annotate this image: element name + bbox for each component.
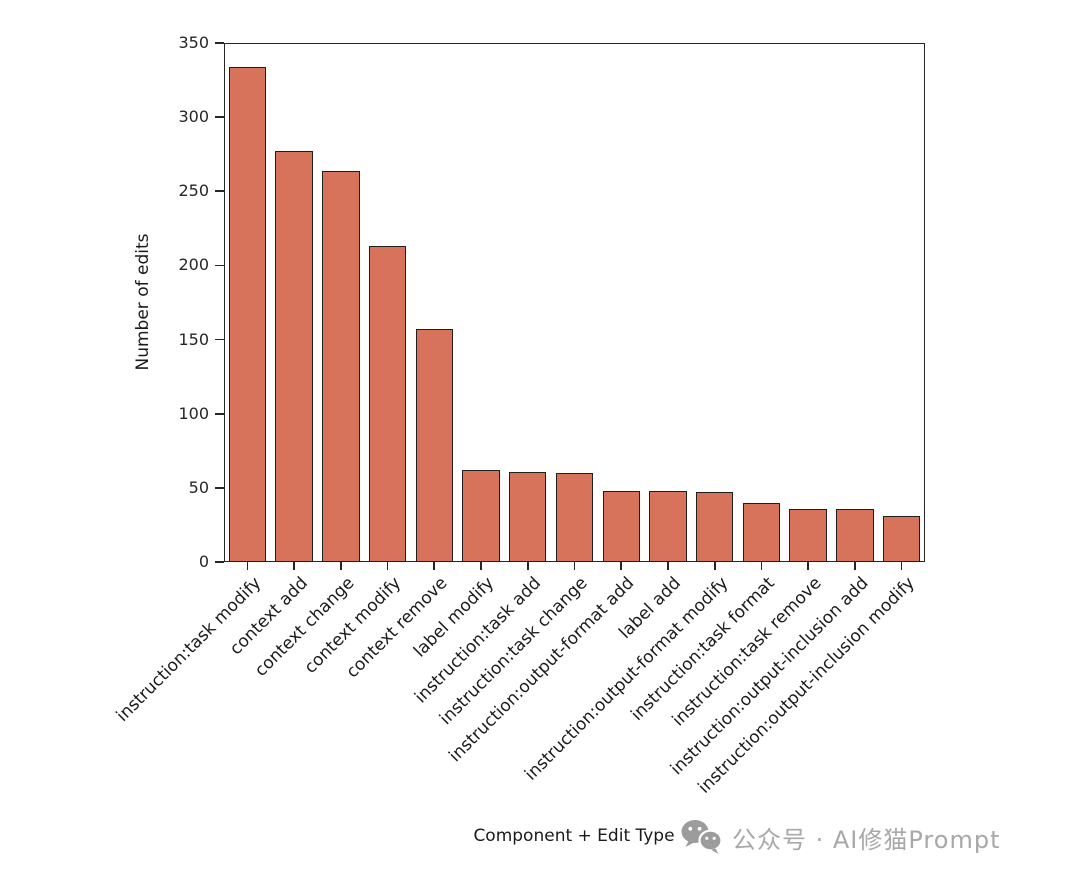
y-tick-label: 100 [178,403,209,423]
x-tick [573,562,576,570]
watermark-text: 公众号 · AI修猫Prompt [732,825,1001,854]
bar [555,473,594,562]
bar [696,492,734,562]
bar [882,516,921,562]
y-tick [215,561,224,563]
x-tick [854,562,856,570]
y-axis-title: Number of edits [133,233,153,371]
y-tick-label: 0 [198,552,209,571]
watermark: 公众号 · AI修猫Prompt [680,818,1000,856]
y-tick [215,42,224,44]
y-tick [215,487,224,489]
bar [368,246,407,562]
y-tick [215,264,224,267]
y-tick-label: 350 [178,33,209,52]
y-tick [215,338,224,341]
y-tick-label: 250 [178,181,209,201]
bar [228,66,267,562]
bar [789,508,827,562]
x-tick [713,562,716,570]
x-tick [620,562,623,570]
bar [322,170,360,562]
x-tick [667,562,669,570]
y-tick-label: 50 [188,477,209,497]
x-axis-title: Component + Edit Type [473,826,675,846]
x-tick [900,562,903,570]
x-tick [807,562,809,570]
bar [415,329,453,562]
bar [275,151,313,562]
bar [742,502,781,562]
y-tick-label: 150 [178,329,209,349]
x-tick [386,562,389,570]
bar [462,470,500,562]
x-tick [480,562,482,570]
x-tick [293,562,295,570]
y-tick [215,412,224,415]
y-tick-label: 300 [178,107,209,127]
y-tick-label: 200 [178,255,209,275]
x-tick [246,562,249,570]
x-tick [433,562,436,570]
wechat-icon [681,820,723,854]
y-tick [215,116,224,118]
x-tick [526,562,529,570]
bar [836,508,874,562]
x-tick [760,562,763,570]
x-tick [339,562,342,570]
bar [509,471,547,562]
bar [649,490,687,562]
y-tick [215,190,224,193]
bar [602,490,640,562]
